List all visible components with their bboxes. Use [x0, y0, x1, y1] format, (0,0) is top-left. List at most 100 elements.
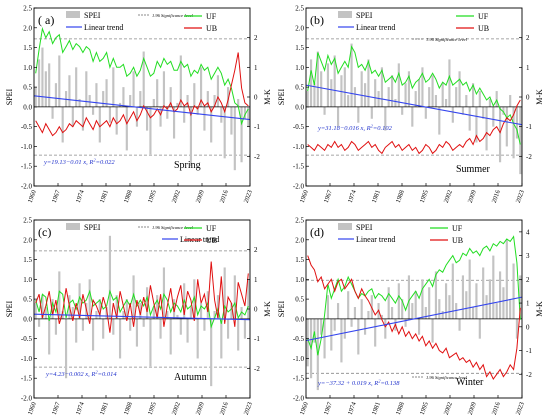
spei-bar	[210, 106, 213, 143]
regression-equation: y=4.23−0.002 x, R2=0.014	[45, 370, 117, 379]
legend-spei-label: SPEI	[356, 223, 373, 232]
spei-bar	[502, 106, 505, 115]
x-tick-label: 1988	[395, 401, 406, 416]
regression-equation: y=31.18−0.016 x, R2=0.102	[317, 124, 393, 133]
panel-autumn: -2.0 -1.5 -1.0 -0.5 0.0 0.5 1.0 1.5 2.0 2.5 -2 -1 0 1…	[5, 217, 272, 416]
legend-linear-label: Linear trend	[84, 23, 123, 32]
spei-bar	[159, 106, 162, 127]
spei-bar	[247, 279, 250, 319]
spei-bar	[58, 271, 61, 319]
left-tick-label: 2.0	[295, 236, 304, 244]
spei-bar	[108, 235, 112, 319]
regression-r2-value: =0.022	[96, 159, 116, 166]
spei-bar	[71, 307, 74, 319]
x-tick-label: 1995	[419, 189, 430, 204]
left-tick-label: 0.0	[295, 103, 304, 111]
x-tick-label: 1981	[371, 189, 382, 204]
legend: SPEI Linear trend 1.96 Significance level U…	[338, 11, 489, 42]
spei-bar	[98, 299, 101, 319]
spei-bar	[330, 318, 333, 351]
spei-bar	[498, 271, 502, 319]
spei-bar	[220, 106, 223, 123]
x-tick-label: 2016	[491, 401, 502, 416]
spei-bar	[313, 318, 316, 343]
spei-bar	[78, 283, 81, 319]
spei-bar	[441, 310, 444, 319]
right-tick-label: -1	[526, 123, 532, 131]
spei-bar	[172, 106, 176, 139]
spei-bar	[156, 295, 159, 319]
spei-bar	[404, 83, 407, 107]
left-tick-label: 0.0	[23, 103, 32, 111]
spei-bar	[417, 318, 421, 335]
spei-bar	[102, 91, 105, 107]
left-tick-label: -1.0	[293, 355, 305, 363]
right-tick-label: -1	[254, 123, 260, 131]
season-label: Spring	[174, 160, 201, 171]
legend-ub-label: UB	[206, 236, 217, 245]
spei-bar	[125, 299, 128, 319]
legend-sig-label: 1.96 Significance level	[426, 375, 468, 380]
spei-bar	[465, 95, 468, 107]
left-axis-title: SPEI	[5, 88, 14, 105]
spei-bar	[505, 239, 508, 319]
spei-bar	[492, 106, 495, 127]
x-tick-label: 1981	[99, 189, 110, 204]
uf-line	[35, 289, 249, 329]
x-tick-label: 2009	[195, 401, 206, 416]
spei-bar	[475, 283, 478, 319]
spei-bar	[326, 63, 330, 107]
spei-bar	[240, 106, 243, 163]
left-tick-label: -2.0	[21, 183, 33, 191]
spei-bar	[309, 59, 313, 107]
spei-bar	[58, 55, 61, 107]
right-tick-label: 1	[254, 64, 258, 72]
spei-bar	[451, 106, 454, 123]
left-axis-title: SPEI	[277, 88, 286, 105]
spei-bar	[75, 318, 78, 343]
x-tick-label: 1960	[27, 189, 38, 204]
spei-bar	[37, 318, 41, 327]
spei-bar	[485, 106, 488, 151]
spei-bar	[132, 275, 135, 319]
spei-bar	[88, 95, 91, 107]
uf-line	[307, 235, 521, 356]
spei-bar	[105, 307, 108, 319]
x-tick-label: 2016	[219, 401, 230, 416]
ub-line	[35, 261, 249, 333]
spei-bar	[149, 318, 152, 367]
regression-equation-main: y=−37.32 + 0.019 x, R	[317, 380, 378, 387]
spei-bar	[135, 106, 139, 127]
right-tick-label: 0	[526, 94, 530, 102]
left-tick-label: 2.5	[295, 217, 304, 225]
right-tick-label: 0	[526, 323, 530, 331]
left-tick-label: 2.0	[295, 24, 304, 32]
left-tick-label: -0.5	[21, 123, 33, 131]
spei-bar	[118, 318, 122, 359]
panel-summer: -2.0 -1.5 -1.0 -0.5 0.0 0.5 1.0 1.5 2.0 2.5 -2 -1 0 1…	[277, 5, 544, 204]
spei-bar	[122, 87, 125, 107]
spei-bar	[424, 106, 427, 119]
spei-bar	[347, 95, 350, 107]
x-tick-label: 1960	[27, 401, 38, 416]
spei-bar	[509, 95, 512, 107]
right-tick-label: -1	[526, 347, 532, 355]
x-tick-label: 1974	[75, 401, 86, 416]
ub-line	[307, 255, 521, 380]
right-tick-label: 2	[526, 34, 530, 42]
right-tick-label: 2	[254, 246, 258, 254]
legend-linear-label: Linear trend	[356, 23, 395, 32]
spei-bar	[142, 51, 145, 107]
spei-bar	[88, 279, 91, 319]
left-tick-label: 2.0	[23, 236, 32, 244]
spei-bar	[112, 318, 115, 335]
spei-bar	[488, 279, 492, 319]
right-tick-label: -2	[254, 153, 260, 161]
spei-bar	[343, 318, 346, 339]
uf-line	[35, 26, 249, 126]
spei-bar	[438, 299, 441, 319]
spei-bar	[461, 275, 465, 319]
panel-label: ( a)	[38, 13, 54, 27]
spei-bar	[220, 318, 223, 359]
spei-bar	[196, 106, 199, 115]
